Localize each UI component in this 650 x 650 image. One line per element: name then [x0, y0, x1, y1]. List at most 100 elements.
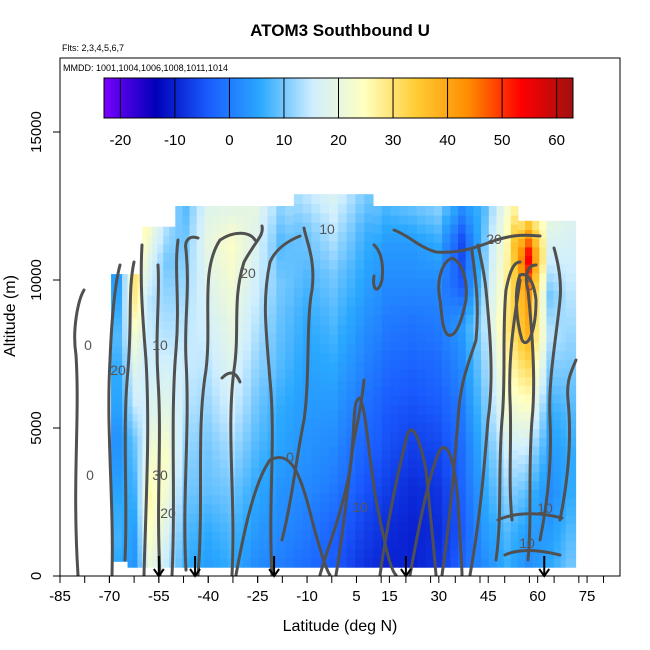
- heatmap-cell: [355, 483, 365, 494]
- heatmap-cell: [137, 325, 143, 334]
- heatmap-cell: [399, 323, 409, 333]
- heatmap-cell: [132, 471, 139, 480]
- heatmap-cell: [337, 324, 348, 335]
- heatmap-cell: [433, 251, 443, 261]
- heatmap-cell: [560, 316, 567, 326]
- heatmap-cell: [372, 278, 383, 288]
- heatmap-cell: [465, 386, 475, 397]
- heatmap-cell: [137, 347, 143, 356]
- heatmap-cell: [276, 476, 286, 487]
- heatmap-cell: [473, 485, 482, 496]
- heatmap-cell: [116, 467, 123, 476]
- heatmap-cell: [553, 532, 562, 542]
- heatmap-cell: [458, 233, 467, 243]
- heatmap-cell: [147, 439, 153, 449]
- heatmap-cell: [442, 458, 451, 469]
- x-tick-label: 5: [352, 588, 360, 605]
- heatmap-cell: [553, 238, 562, 248]
- heatmap-cell: [450, 224, 459, 234]
- heatmap-cell: [163, 371, 170, 381]
- heatmap-cell: [546, 506, 555, 516]
- heatmap-cell: [481, 251, 490, 261]
- heatmap-cell: [320, 231, 330, 242]
- heatmap-cell: [458, 215, 467, 225]
- heatmap-cell: [399, 531, 409, 541]
- heatmap-cell: [337, 417, 348, 428]
- heatmap-cell: [152, 345, 158, 355]
- heatmap-cell: [442, 377, 451, 388]
- heatmap-cell: [152, 541, 158, 551]
- heatmap-cell: [122, 338, 129, 347]
- heatmap-cell: [553, 480, 562, 490]
- heatmap-cell: [425, 368, 435, 379]
- heatmap-cell: [157, 286, 164, 296]
- heatmap-cell: [517, 454, 526, 464]
- heatmap-cell: [152, 337, 158, 347]
- heatmap-cell: [311, 380, 321, 391]
- heatmap-cell: [488, 467, 498, 478]
- heatmap-cell: [565, 350, 572, 360]
- heatmap-cell: [465, 395, 475, 406]
- heatmap-cell: [285, 215, 295, 225]
- heatmap-cell: [293, 343, 304, 354]
- heatmap-cell: [251, 224, 260, 234]
- heatmap-cell: [127, 515, 134, 524]
- heatmap-cell: [302, 464, 313, 475]
- heatmap-cell: [560, 246, 567, 257]
- heatmap-cell: [320, 455, 330, 466]
- heatmap-cell: [346, 511, 356, 522]
- heatmap-cell: [227, 287, 236, 297]
- heatmap-cell: [212, 278, 221, 288]
- colorbar-tick-label: 60: [548, 132, 565, 149]
- heatmap-cell: [416, 233, 427, 243]
- heatmap-cell: [442, 287, 451, 297]
- heatmap-cell: [503, 269, 512, 279]
- heatmap-cell: [532, 264, 540, 274]
- heatmap-cell: [242, 305, 252, 315]
- heatmap-cell: [570, 246, 577, 257]
- heatmap-cell: [251, 359, 260, 370]
- heatmap-cell: [163, 311, 170, 321]
- heatmap-cell: [337, 361, 348, 372]
- heatmap-cell: [337, 511, 348, 522]
- heatmap-cell: [320, 445, 330, 456]
- heatmap-cell: [442, 494, 451, 505]
- heatmap-cell: [372, 206, 383, 216]
- heatmap-cell: [137, 530, 143, 539]
- heatmap-cell: [242, 540, 252, 550]
- heatmap-cell: [399, 305, 409, 315]
- heatmap-cell: [259, 206, 269, 216]
- heatmap-cell: [355, 259, 365, 270]
- heatmap-cell: [196, 549, 205, 559]
- contour-label: 0: [526, 277, 534, 293]
- heatmap-cell: [127, 398, 134, 407]
- heatmap-cell: [320, 389, 330, 400]
- heatmap-cell: [517, 316, 526, 326]
- heatmap-cell: [442, 422, 451, 433]
- heatmap-cell: [142, 405, 148, 415]
- heatmap-cell: [450, 431, 459, 442]
- heatmap-cell: [546, 523, 555, 534]
- heatmap-cell: [267, 233, 277, 243]
- heatmap-cell: [276, 404, 286, 415]
- heatmap-cell: [442, 431, 451, 442]
- heatmap-cell: [346, 408, 356, 419]
- heatmap-cell: [116, 396, 123, 404]
- heatmap-cell: [142, 465, 148, 475]
- heatmap-cell: [346, 417, 356, 428]
- heatmap-cell: [442, 233, 451, 243]
- heatmap-cell: [517, 220, 526, 231]
- heatmap-cell: [111, 331, 118, 340]
- heatmap-cell: [311, 287, 321, 298]
- heatmap-cell: [450, 260, 459, 270]
- heatmap-cell: [137, 537, 143, 546]
- heatmap-cell: [525, 402, 533, 412]
- heatmap-cell: [196, 359, 205, 370]
- heatmap-cell: [465, 521, 475, 532]
- heatmap-cell: [259, 540, 269, 550]
- heatmap-cell: [565, 532, 572, 542]
- heatmap-cell: [510, 512, 519, 523]
- heatmap-cell: [204, 368, 213, 379]
- heatmap-cell: [372, 314, 383, 324]
- heatmap-cell: [416, 476, 427, 487]
